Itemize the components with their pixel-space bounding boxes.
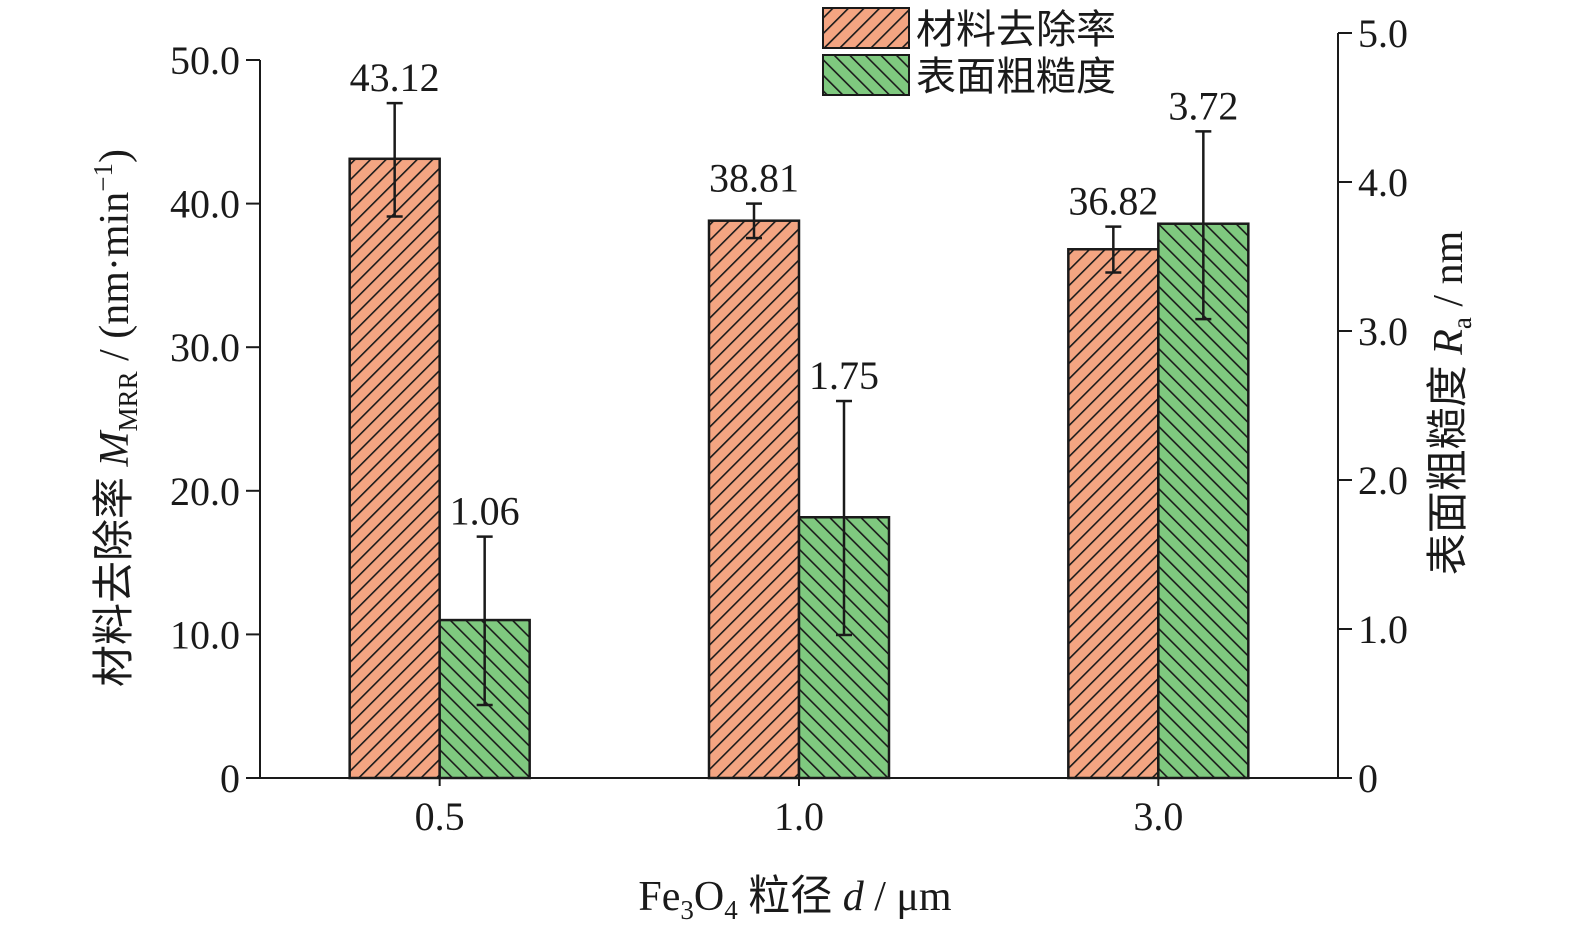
bar-mrr-2	[1067, 248, 1160, 780]
left-tick-label-1: 10.0	[170, 612, 240, 657]
x-tick-label-0: 0.5	[415, 794, 465, 839]
legend-label-mrr: 材料去除率	[916, 7, 1116, 52]
left-tick-label-0: 0	[220, 756, 240, 801]
bar-mrr-1	[707, 219, 801, 780]
value-label-ra-1: 1.75	[809, 353, 879, 398]
value-label-mrr-1: 38.81	[709, 156, 799, 201]
error-bars-layer	[386, 101, 1212, 707]
left-tick-label-3: 30.0	[170, 325, 240, 370]
right-y-axis-title: 表面粗糙度 Ra / nm	[1426, 230, 1477, 575]
value-label-ra-0: 1.06	[450, 489, 520, 534]
x-tick-label-1: 1.0	[774, 794, 824, 839]
left-tick-label-4: 40.0	[170, 182, 240, 227]
right-tick-label-4: 4.0	[1358, 160, 1408, 205]
left-y-ticks: 0 10.0 20.0 30.0 40.0 50.0	[170, 38, 260, 801]
left-tick-label-5: 50.0	[170, 38, 240, 83]
right-tick-label-5: 5.0	[1358, 11, 1408, 56]
legend-swatch-mrr	[822, 7, 910, 49]
value-label-ra-2: 3.72	[1168, 83, 1238, 128]
left-tick-label-2: 20.0	[170, 469, 240, 514]
bar-ra-1	[797, 516, 891, 780]
left-y-axis-title: 材料去除率 MMRR / (nm·min−1)	[88, 149, 143, 687]
value-labels-layer: 43.12 1.06 38.81 1.75 36.82 3.72	[350, 55, 1239, 534]
x-tick-label-2: 3.0	[1133, 794, 1183, 839]
right-tick-label-2: 2.0	[1358, 458, 1408, 503]
legend-swatch-ra	[822, 54, 910, 96]
legend-label-ra: 表面粗糙度	[916, 54, 1116, 99]
bar-mrr-0	[348, 157, 441, 780]
value-label-mrr-0: 43.12	[350, 55, 440, 100]
right-tick-label-3: 3.0	[1358, 309, 1408, 354]
value-label-mrr-2: 36.82	[1068, 179, 1158, 224]
right-tick-label-0: 0	[1358, 756, 1378, 801]
x-tick-labels: 0.5 1.0 3.0	[415, 778, 1183, 839]
right-y-ticks: 0 1.0 2.0 3.0 4.0 5.0	[1338, 11, 1408, 801]
x-axis-title: Fe3O4 粒径 d / μm	[638, 874, 952, 925]
legend: 材料去除率 表面粗糙度	[822, 7, 1116, 99]
right-tick-label-1: 1.0	[1358, 607, 1408, 652]
